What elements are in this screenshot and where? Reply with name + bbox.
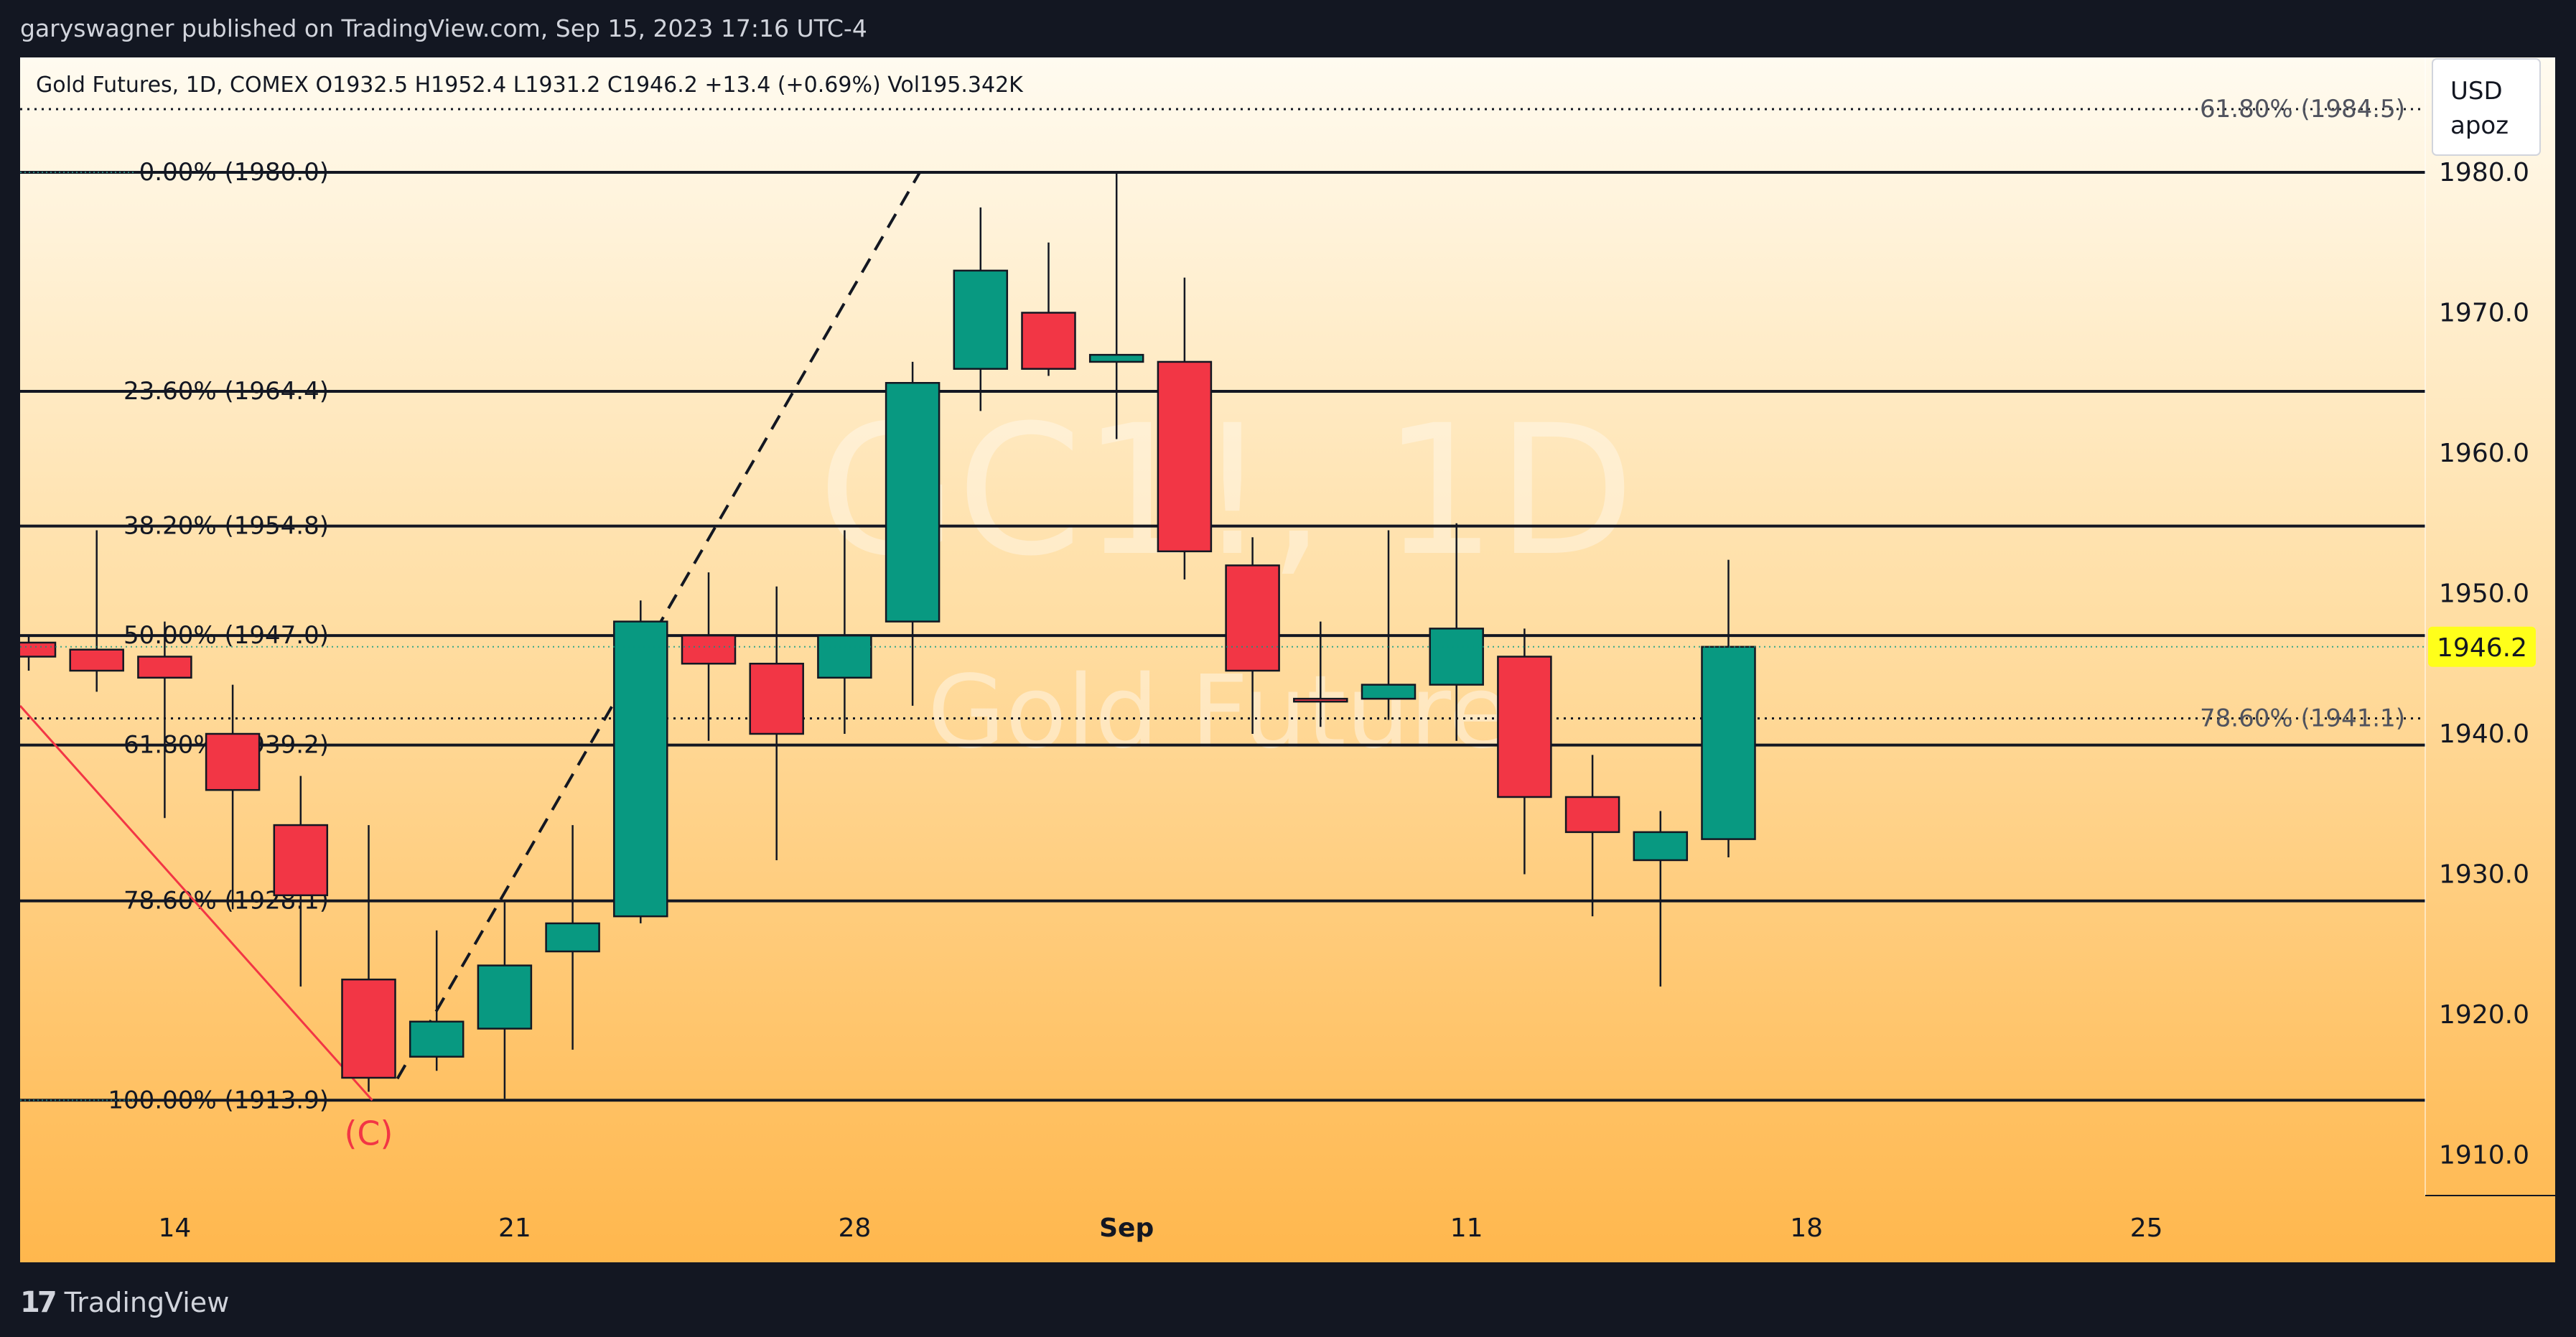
candle-body-11 [749,663,804,735]
candle-body-1 [69,648,124,672]
candle-body-8 [545,922,600,953]
watermark-name: Gold Future [928,654,1511,771]
y-tick-label-5: 1960.0 [2439,439,2529,468]
y-tick-label-6: 1970.0 [2439,299,2529,328]
candle-body-3 [205,732,261,791]
dotted-level-label-0: 61.80% (1984.5) [2200,95,2405,124]
fib-level-label-1: 23.60% (1964.4) [123,377,329,406]
x-tick-label-5: 18 [1790,1213,1823,1243]
x-tick-label-4: 11 [1450,1213,1483,1243]
fib-level-label-0: 0.00% (1980.0) [139,158,329,187]
ohlc-legend: Gold Futures, 1D, COMEX O1932.5 H1952.4 … [36,73,1024,98]
x-tick-label-6: 25 [2130,1213,2163,1243]
candle-body-18 [1225,564,1280,672]
candle-body-19 [1293,697,1348,703]
dotted-level-label-1: 78.60% (1941.1) [2200,704,2405,732]
candle-body-15 [1021,312,1076,370]
candle-body-14 [953,269,1009,370]
unit-label: apoz [2450,111,2509,140]
fib-retracement[interactable]: 0.00% (1980.0) 23.60% (1964.4) 38.20% (195… [20,158,2425,1114]
candle-body-0 [20,641,57,658]
fib-extension-levels[interactable]: 61.80% (1984.5) 78.60% (1941.1) [20,95,2425,732]
x-tick-label-2: 28 [838,1213,871,1243]
x-tick-label-1: 21 [498,1213,531,1243]
currency-label: USD [2450,77,2503,106]
watermark-symbol: GC1!, 1D [818,386,1635,595]
fib-level-label-2: 38.20% (1954.8) [123,512,329,541]
currency-unit-box[interactable]: USD apoz [2432,58,2541,156]
y-tick-label-7: 1980.0 [2439,158,2529,187]
x-tick-label-0: 14 [158,1213,191,1243]
candle-body-17 [1157,360,1213,553]
chart-panel[interactable]: GC1!, 1D Gold Future 0.00% (1980.0) 23.60… [20,57,2555,1262]
candle-body-22 [1497,656,1552,798]
fib-level-label-6: 100.00% (1913.9) [108,1086,329,1114]
last-price-label: 1946.2 [2437,633,2527,663]
candle-body-12 [817,634,872,679]
candle-body-5 [341,978,396,1079]
wave-c-label: (C) [344,1114,393,1152]
candle-body-13 [885,382,941,623]
chart-background [20,57,2555,1262]
y-tick-label-0: 1910.0 [2439,1141,2529,1170]
axes: 1910.0 1920.0 1930.0 1940.0 1950.0 1960.0 1970… [20,57,2555,1243]
candle-body-24 [1633,831,1689,862]
candle-body-9 [613,620,668,918]
red-trend-line [20,704,373,1101]
publisher-line: garyswagner published on TradingView.com… [20,14,867,42]
candle-body-20 [1361,684,1417,700]
y-tick-label-2: 1930.0 [2439,860,2529,890]
tradingview-mark-icon: 17 [20,1286,57,1319]
last-price-badge [2428,626,2536,667]
candles [20,172,1756,1099]
y-tick-label-3: 1940.0 [2439,719,2529,749]
chart-svg[interactable]: GC1!, 1D Gold Future 0.00% (1980.0) 23.60… [20,57,2555,1262]
tradingview-logo[interactable]: 17 TradingView [20,1284,229,1321]
symbol-watermark: GC1!, 1D Gold Future [818,386,1635,771]
candle-body-2 [137,656,192,679]
candle-body-4 [273,824,329,897]
y-tick-label-1: 1920.0 [2439,1000,2529,1030]
x-tick-label-3: Sep [1099,1213,1154,1243]
candle-body-23 [1564,796,1620,834]
fib-level-label-3: 50.00% (1947.0) [123,621,329,650]
candle-body-16 [1088,353,1144,363]
y-tick-label-4: 1950.0 [2439,579,2529,609]
candle-body-6 [409,1020,465,1058]
candle-body-21 [1429,628,1484,686]
candle-body-25 [1701,646,1756,840]
candle-body-7 [477,964,533,1030]
candle-body-10 [681,634,737,665]
tradingview-brand: TradingView [64,1287,230,1318]
